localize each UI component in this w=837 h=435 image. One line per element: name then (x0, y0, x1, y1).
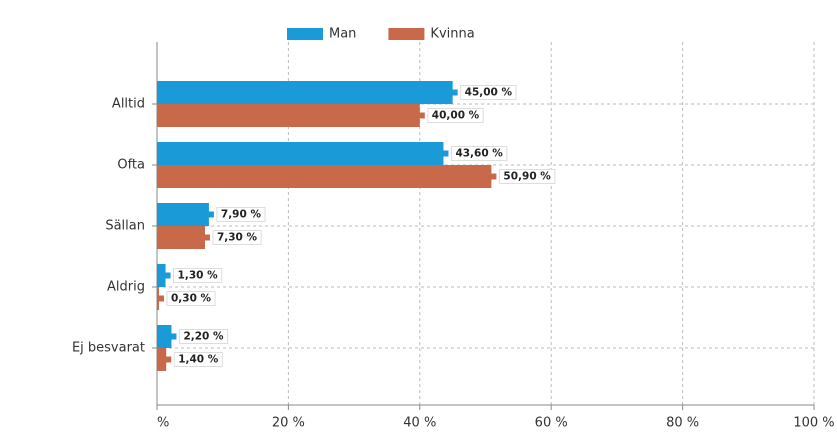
x-tick-label: 60 % (535, 416, 568, 431)
x-tick-label: % (157, 416, 169, 431)
bar (157, 165, 492, 188)
x-tick-label: 20 % (272, 416, 305, 431)
bar-end-marker (418, 112, 425, 119)
bar-end-marker (207, 211, 214, 218)
bar (157, 348, 167, 371)
bar (157, 81, 453, 104)
bar (157, 325, 172, 348)
value-label-box (216, 207, 266, 222)
bar-end-marker (157, 295, 164, 302)
bar-end-marker (203, 234, 210, 241)
y-tick-label: Aldrig (107, 280, 145, 295)
value-label: 1,40 % (178, 354, 219, 366)
value-label-box (173, 268, 223, 283)
bar-end-marker (442, 150, 449, 157)
value-label: 40,00 % (432, 110, 480, 122)
x-tick-label: 40 % (403, 416, 436, 431)
value-label-box (460, 85, 517, 100)
bar (157, 264, 166, 287)
value-label: 7,30 % (217, 232, 258, 244)
value-label: 7,90 % (221, 209, 262, 221)
y-tick-label: Ofta (117, 158, 145, 173)
value-label-box (212, 230, 262, 245)
value-label: 0,30 % (171, 293, 212, 305)
value-label: 50,90 % (503, 171, 551, 183)
x-tick-label: 80 % (666, 416, 699, 431)
legend-label: Kvinna (430, 27, 474, 42)
value-label-box (178, 329, 229, 344)
legend-label: Man (329, 27, 356, 42)
y-tick-label: Ej besvarat (72, 341, 145, 356)
bar (157, 203, 209, 226)
y-tick-label: Sällan (105, 219, 145, 234)
value-label-box (498, 169, 556, 184)
bar-end-marker (451, 89, 458, 96)
bar-end-marker (170, 333, 177, 340)
x-tick-label: 100 % (793, 416, 834, 431)
value-label: 43,60 % (455, 148, 503, 160)
legend-swatch (388, 28, 425, 40)
value-label-box (427, 108, 484, 123)
bar-end-marker (490, 173, 497, 180)
value-label: 45,00 % (465, 87, 513, 99)
bar-end-marker (165, 356, 172, 363)
value-label-box (166, 291, 216, 306)
value-label: 2,20 % (183, 331, 224, 343)
value-label-box (450, 146, 508, 161)
y-tick-label: Alltid (112, 97, 145, 112)
bar (157, 104, 420, 127)
bar (157, 226, 205, 249)
value-label: 1,30 % (178, 270, 219, 282)
value-label-box (173, 352, 223, 367)
legend-swatch (287, 28, 323, 40)
bar (157, 142, 444, 165)
bar-end-marker (164, 272, 171, 279)
